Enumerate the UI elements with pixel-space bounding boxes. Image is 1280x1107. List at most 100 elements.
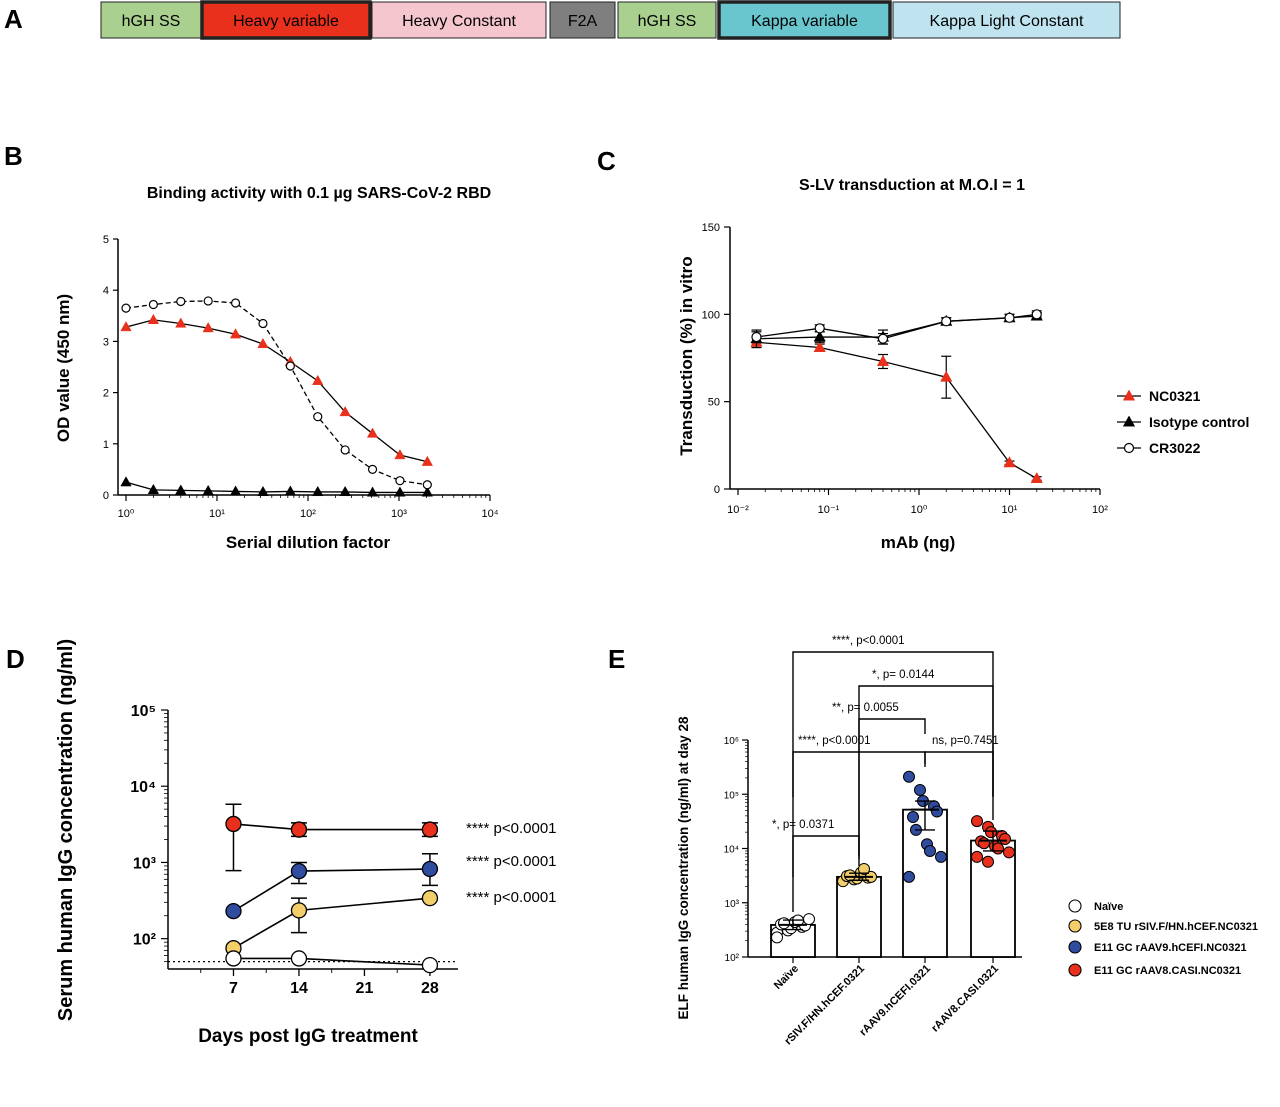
panel-c-xtick-label: 10⁰ (911, 504, 928, 516)
panel-d-xtick-label: 21 (356, 980, 374, 997)
panel-b-point-nc0321 (202, 322, 214, 333)
panel-d-xtick-label: 28 (421, 980, 439, 997)
panel-d-point-0 (421, 821, 439, 838)
panel-b-point-nc0321 (175, 317, 187, 328)
panel-c-legend-marker (1123, 442, 1135, 454)
panel-e-point-2 (935, 850, 947, 863)
panel-b-ylabel: OD value (450 nm) (54, 294, 73, 442)
panel-c-point-2 (877, 333, 889, 344)
panel-letter-d: D (6, 644, 25, 674)
panel-d-ytick-label: 10³ (133, 855, 156, 872)
panel-b-ytick-label: 3 (103, 336, 109, 348)
panel-b-point-cr3022 (121, 303, 131, 313)
panel-b-point-cr3022 (395, 476, 405, 486)
construct-segment-6 (717, 0, 892, 40)
panel-b-point-isotype (284, 485, 297, 496)
construct-segment-7 (892, 1, 1121, 39)
panel-b-point-nc0321 (394, 449, 406, 460)
panel-b-point-isotype (312, 485, 324, 497)
panel-b-point-isotype (229, 485, 242, 496)
panel-e-point-0 (778, 917, 790, 930)
panel-b-line-isotype (125, 481, 428, 494)
panel-letter-c: C (597, 146, 616, 176)
panel-c-point-0 (940, 370, 953, 382)
panel-e-comparison-label: **, p= 0.0055 (832, 702, 899, 714)
panel-d-xtick-label: 7 (229, 980, 238, 997)
construct-segment-label-5: hGH SS (638, 13, 697, 30)
panel-e-point-3 (992, 842, 1004, 855)
panel-d-ytick-label: 10² (133, 932, 156, 949)
panel-c-line-2 (756, 313, 1037, 340)
panel-e-point-2 (903, 770, 915, 783)
panel-e-comparison-label: ns, p=0.7451 (932, 735, 999, 747)
panel-e-point-0 (771, 931, 783, 944)
panel-b-ytick-label: 4 (103, 285, 109, 297)
panel-b-point-cr3022 (203, 296, 213, 306)
construct-segment-label-6: Kappa variable (751, 13, 858, 30)
panel-e-ytick-label: 10⁶ (724, 736, 739, 747)
panel-e-ytick-label: 10³ (725, 899, 740, 910)
panel-e-legend-label: E11 GC rAAV8.CASI.NC0321 (1094, 965, 1241, 977)
panel-c-point-2 (814, 323, 825, 334)
panel-e-comparison-bracket (924, 751, 994, 820)
panel-e-point-2 (914, 783, 926, 796)
panel-d-xtick-label: 14 (290, 980, 308, 997)
panel-b-point-cr3022 (230, 298, 241, 308)
panel-d-point-1 (225, 902, 242, 920)
panel-c-ytick-label: 150 (702, 222, 720, 234)
panel-c-xtick-label: 10¹ (1002, 504, 1018, 516)
panel-b-point-cr3022 (176, 296, 186, 307)
panel-b-point-cr3022 (340, 445, 350, 455)
panel-e-point-3 (971, 815, 983, 828)
panel-b-xtick-label: 10⁴ (482, 508, 499, 520)
panel-d-point-1 (290, 862, 308, 880)
panel-c-ylabel: Transduction (%) in vitro (677, 256, 696, 455)
panel-b-point-isotype (120, 476, 132, 487)
panel-b-point-nc0321 (147, 313, 160, 324)
panel-c-legend-label: CR3022 (1149, 440, 1201, 456)
panel-b-xlabel: Serial dilution factor (226, 533, 391, 552)
panel-e-comparison-label: ****, p<0.0001 (832, 635, 905, 647)
panel-c-legend-label: Isotype control (1149, 414, 1249, 430)
panel-d-point-3 (421, 956, 439, 974)
panel-c-point-1 (813, 330, 826, 342)
panel-b-point-cr3022 (422, 480, 432, 490)
panel-b-line-cr3022 (125, 300, 428, 486)
panel-e-point-3 (1003, 846, 1015, 859)
construct-segment-label-3: Heavy Constant (402, 13, 516, 30)
panel-c-point-2 (751, 331, 762, 343)
panel-c-point-2 (941, 316, 952, 327)
panel-b-point-nc0321 (312, 374, 324, 385)
panel-c-point-2 (1031, 309, 1042, 320)
panel-b-point-cr3022 (285, 361, 295, 371)
panel-e-point-3 (971, 850, 983, 863)
panel-e-point-3 (978, 837, 990, 850)
construct-segment-1 (100, 1, 202, 39)
panel-c-legend-marker (1122, 415, 1136, 427)
panel-b-point-cr3022 (148, 299, 158, 310)
panel-e-point-2 (903, 870, 915, 883)
panel-b-point-isotype (421, 486, 433, 497)
panel-letter-b: B (4, 141, 23, 171)
panel-e-point-3 (982, 855, 994, 868)
panel-e-ylabel: ELF human IgG concentration (ng/ml) at d… (676, 716, 691, 1020)
panel-b-point-cr3022 (313, 412, 323, 422)
panel-c-ytick-label: 0 (714, 484, 720, 496)
panel-e-legend-label: 5E8 TU rSIV.F/HN.hCEF.NC0321 (1094, 921, 1258, 933)
panel-b-point-nc0321 (366, 427, 379, 438)
panel-e-legend-label: Naïve (1094, 901, 1123, 913)
panel-b-ytick-label: 0 (103, 490, 109, 502)
panel-d-chart: Days post IgG treatment Serum human IgG … (55, 639, 557, 1047)
panel-d-line-2 (233, 897, 431, 949)
panel-d-stat-label: **** p<0.0001 (466, 889, 557, 906)
panel-b-point-isotype (175, 484, 187, 495)
panel-d-stat-label: **** p<0.0001 (466, 853, 557, 870)
panel-d-ytick-label: 10⁵ (131, 703, 156, 720)
construct-segment-label-7: Kappa Light Constant (930, 13, 1084, 30)
construct-segment-label-4: F2A (568, 13, 598, 30)
panel-e-ytick-label: 10² (725, 953, 740, 964)
panel-b-point-isotype (202, 484, 214, 496)
panel-c-ytick-label: 100 (702, 309, 720, 321)
panel-b-point-isotype (147, 483, 160, 494)
